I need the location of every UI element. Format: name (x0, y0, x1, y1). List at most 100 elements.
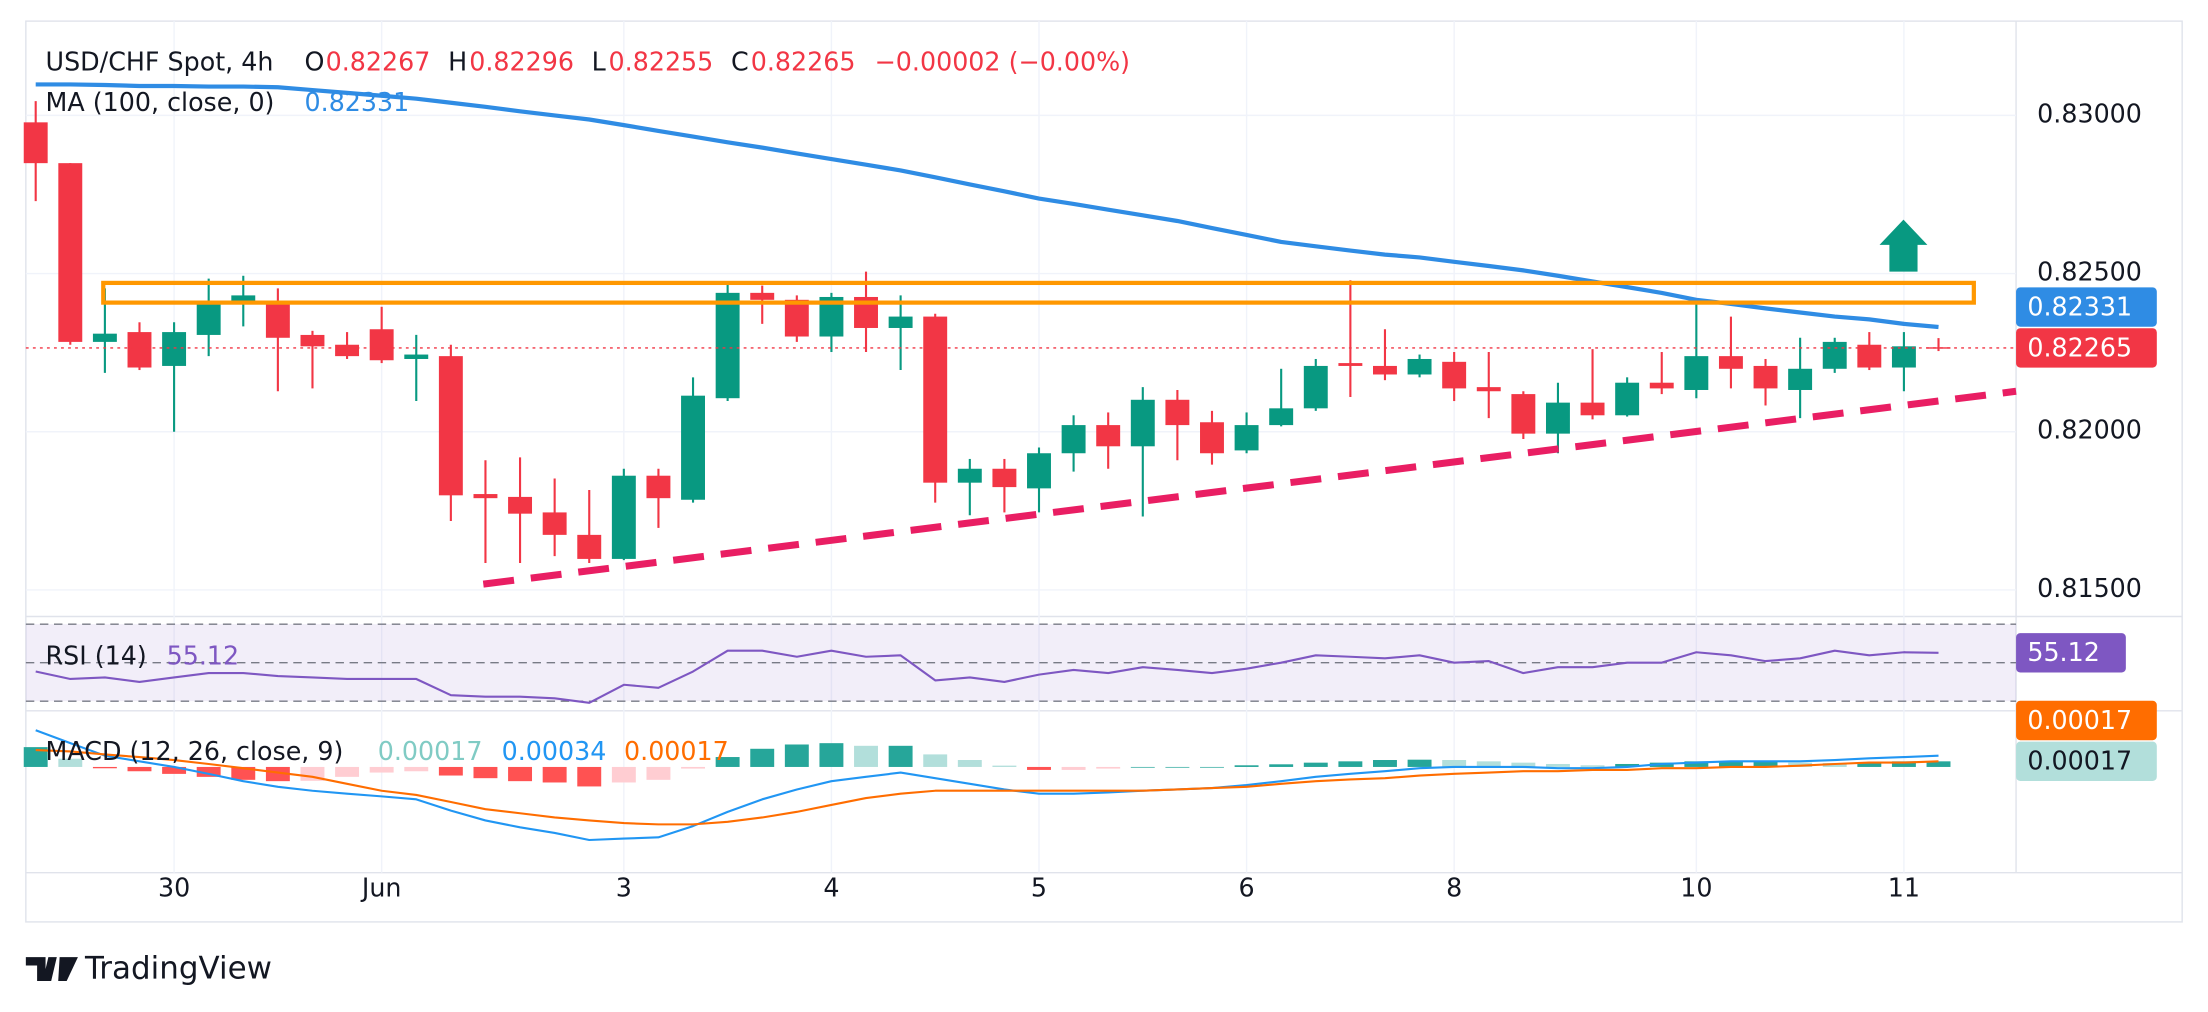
ma-badge-bg (2016, 287, 2157, 327)
candle-body (611, 475, 636, 559)
ma-badge: 0.82331 (2027, 291, 2132, 321)
trend-line (482, 387, 2017, 588)
macd-hist-bar (923, 754, 948, 767)
ma-value: 0.82331 (305, 87, 410, 117)
macd-hist-bar (1234, 765, 1259, 767)
candle-body (369, 329, 394, 361)
candle-body (162, 332, 187, 366)
candle-body (1407, 358, 1432, 375)
ohlc-label: O (305, 46, 325, 76)
candle-body (1788, 368, 1813, 390)
macd-hist-bar (1891, 761, 1916, 767)
macd-hist-bar (1200, 766, 1224, 768)
candle-body (577, 534, 602, 559)
macd-hist-bar (1269, 764, 1294, 767)
x-tick-label: 4 (823, 873, 839, 903)
candle-body (1545, 402, 1570, 434)
candle-body (1511, 394, 1536, 434)
candle-body (1718, 356, 1743, 369)
macd-hist-bar (819, 743, 844, 767)
candle-body (1649, 382, 1674, 389)
candle-body (1926, 347, 1951, 349)
ohlc-value: 0.82267 (326, 46, 431, 76)
macd-hist-bar (611, 766, 636, 783)
macd-hist-bar (1407, 759, 1432, 767)
candle-body (1200, 422, 1224, 454)
macd-hist-bar (404, 766, 429, 772)
macd-hist-bar (784, 744, 809, 767)
candle-body (784, 299, 809, 337)
x-tick-label: Jun (360, 873, 402, 903)
macd-hist-bar (1061, 766, 1086, 770)
macd-hist-bar (1130, 766, 1155, 768)
candle-body (335, 344, 360, 357)
macd-hist-bar (335, 766, 360, 777)
y-tick-label: 0.81500 (2037, 573, 2142, 603)
candle-body (231, 295, 256, 302)
ohlc-value: 0.82265 (751, 46, 856, 76)
candle-body (1234, 425, 1259, 451)
macd-hist-bar (1476, 761, 1501, 767)
macd-hist-bar (58, 758, 83, 767)
ma-label: MA (100, close, 0) (46, 87, 275, 117)
signal-badge: 0.00017 (2027, 705, 2132, 735)
ohlc-value: 0.82296 (469, 46, 574, 76)
candle-body (473, 494, 498, 499)
candle-body (300, 334, 325, 347)
candle-body (1684, 356, 1709, 390)
brand: TradingView (25, 950, 272, 986)
macd-hist-bar (1580, 765, 1605, 767)
macd-hist-bar (681, 766, 705, 769)
macd-hist-bar (127, 766, 152, 772)
candle-body (1442, 361, 1467, 389)
macd-hist-bar (888, 745, 913, 767)
label-layer: USD/CHF Spot, 4h O 0.82267 H 0.82296 L 0… (46, 46, 2157, 903)
macd-signal-value: 0.00017 (624, 736, 729, 766)
x-tick-label: 5 (1031, 873, 1047, 903)
hist-badge: 0.00017 (2027, 746, 2132, 776)
y-tick-label: 0.82000 (2037, 415, 2142, 445)
y-tick-label: 0.82500 (2037, 257, 2142, 287)
candle-body (1165, 399, 1190, 426)
macd-hist-bar (992, 765, 1017, 767)
macd-hist-bar (231, 766, 256, 780)
macd-hist-bar (1545, 763, 1570, 767)
resistance-zone (101, 280, 1976, 305)
macd-hist-bar (1338, 761, 1363, 767)
candle-body (1269, 408, 1294, 426)
candle-body (1891, 346, 1916, 368)
ma-line (35, 82, 1939, 330)
macd-hist-bar (1096, 766, 1121, 769)
candle-body (508, 496, 533, 514)
candle-body (1822, 341, 1847, 369)
x-tick-label: 6 (1239, 873, 1255, 903)
rsi-line (35, 649, 1939, 704)
candle-body (750, 292, 775, 300)
candle-body (1130, 399, 1155, 447)
macd-hist-bar (162, 766, 187, 774)
rsi-value: 55.12 (167, 640, 240, 670)
candle-body (1373, 365, 1397, 375)
macd-hist-bar (23, 747, 48, 767)
candle-body (1476, 387, 1501, 392)
candle-body (23, 122, 48, 164)
up-arrow (1879, 219, 1928, 272)
macd-hist-value: 0.00017 (378, 736, 483, 766)
macd-hist-bar (92, 766, 117, 769)
chart-frame (25, 20, 2183, 923)
x-tick-label: 8 (1446, 873, 1462, 903)
macd-hist-bar (750, 748, 775, 767)
macd-hist-bar (1165, 766, 1190, 768)
candle-body (265, 301, 290, 338)
candle-body (1338, 363, 1363, 366)
macd-hist-bar (196, 766, 221, 777)
candle-body (542, 512, 567, 535)
candle-body (1096, 425, 1121, 447)
macd-hist-bar (1615, 763, 1640, 767)
macd-label: MACD (12, 26, close, 9) (46, 736, 344, 766)
x-tick-label: 3 (616, 873, 632, 903)
grid-layer (25, 21, 2017, 873)
candle-body (58, 163, 83, 342)
macd-hist-bar (265, 766, 290, 782)
